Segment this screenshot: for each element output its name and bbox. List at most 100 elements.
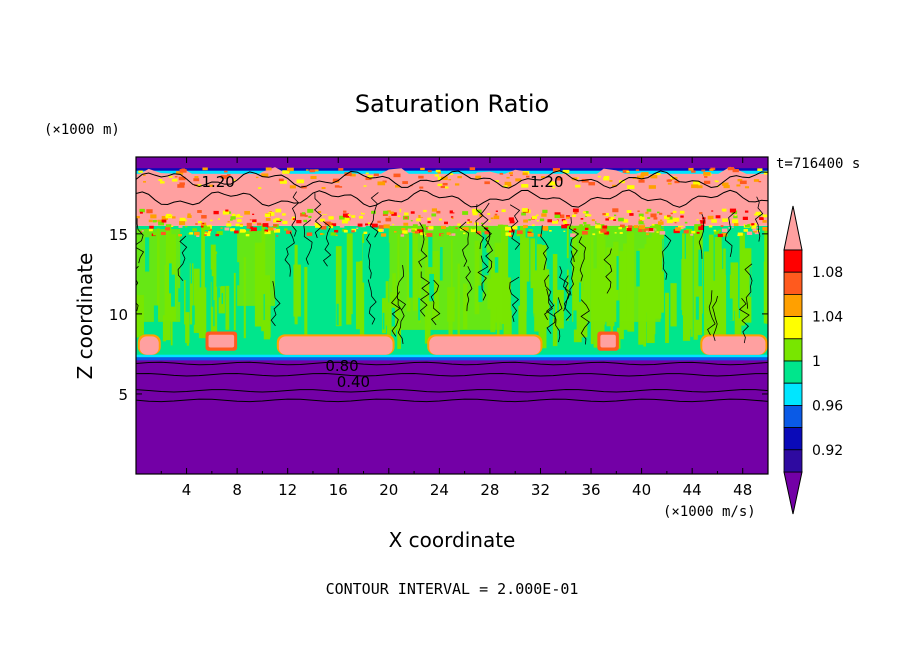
transition-noise [340,225,344,228]
colorbar-label: 0.92 [812,443,843,459]
transition-noise [517,230,523,234]
upper-noise [704,181,710,184]
cloud-streak [212,276,214,307]
transition-noise [185,208,190,211]
cloud-streak [495,257,498,272]
upper-noise [598,176,601,178]
transition-noise [489,221,491,222]
cloud-streak [217,287,220,297]
transition-noise [401,209,407,213]
transition-noise [574,212,577,214]
transition-noise [653,217,657,219]
colorbar-swatch [784,428,802,450]
y-unit-label: (×1000 m) [44,122,120,138]
colorbar-swatch [784,383,802,405]
transition-noise [401,228,405,231]
transition-noise [246,234,250,236]
transition-noise [234,230,239,233]
transition-noise [572,215,576,217]
upper-noise [575,185,580,188]
transition-noise [362,210,367,213]
transition-noise [404,213,408,216]
transition-noise [282,221,287,224]
transition-noise [639,225,645,229]
cloud-plume [520,226,526,319]
cloud-streak [535,229,537,271]
transition-noise [730,209,736,213]
transition-noise [244,211,250,215]
transition-noise [226,223,231,226]
upper-noise [641,172,648,176]
transition-noise [602,213,605,215]
cloud-plume [225,286,229,330]
transition-noise [265,213,270,216]
transition-noise [205,231,208,233]
transition-noise [543,228,548,231]
transition-noise [386,218,392,222]
transition-noise [744,229,748,232]
transition-noise [431,213,436,216]
transition-noise [240,225,243,227]
upper-noise [306,169,309,170]
cloud-streak [213,300,214,326]
x-tick-label: 24 [430,481,449,499]
cloud-streak [530,288,533,328]
transition-noise [205,226,211,230]
transition-noise [627,210,632,213]
transition-noise [232,214,236,216]
upper-noise [339,186,342,188]
transition-noise [420,232,425,235]
transition-noise [592,219,595,221]
cloud-streak [428,237,432,267]
transition-noise [187,215,191,218]
cloud-streak [616,256,618,290]
transition-noise [136,216,140,218]
upper-noise [364,185,367,186]
transition-noise [523,220,528,223]
transition-noise [394,231,397,233]
x-tick-label: 28 [480,481,499,499]
transition-noise [757,227,760,229]
upper-noise [377,181,385,185]
x-tick-label: 48 [733,481,752,499]
transition-noise [640,217,645,220]
upper-noise [588,182,595,185]
transition-noise [699,212,702,214]
upper-noise [428,170,432,172]
transition-noise [428,221,431,223]
transition-noise [527,233,533,237]
transition-noise [684,230,689,233]
upper-noise [179,182,185,185]
transition-noise [491,217,494,219]
cloud-plume [347,233,353,314]
transition-noise [383,211,388,214]
transition-noise [452,218,454,219]
transition-noise [204,234,207,236]
transition-noise [675,222,677,223]
transition-noise [250,219,252,220]
transition-noise [179,221,185,225]
transition-noise [542,210,547,213]
transition-noise [647,217,650,219]
transition-noise [627,228,632,231]
contour-interval-footer: CONTOUR INTERVAL = 2.000E-01 [326,580,579,598]
transition-noise [293,218,296,220]
transition-noise [738,233,743,236]
cloud-streak [616,300,619,327]
upper-noise [143,181,146,182]
transition-noise [614,215,616,216]
transition-noise [359,216,363,219]
transition-noise [237,219,242,222]
colorbar-swatch [784,250,802,272]
transition-noise [421,214,427,217]
transition-noise [583,222,586,224]
transition-noise [149,226,154,229]
upper-noise [193,178,199,181]
upper-noise [508,185,512,187]
transition-noise [334,230,338,233]
pink-patch-small [209,335,235,348]
transition-noise [444,222,448,225]
transition-noise [328,216,333,219]
transition-noise [159,212,165,216]
cloud-streak [264,294,265,320]
